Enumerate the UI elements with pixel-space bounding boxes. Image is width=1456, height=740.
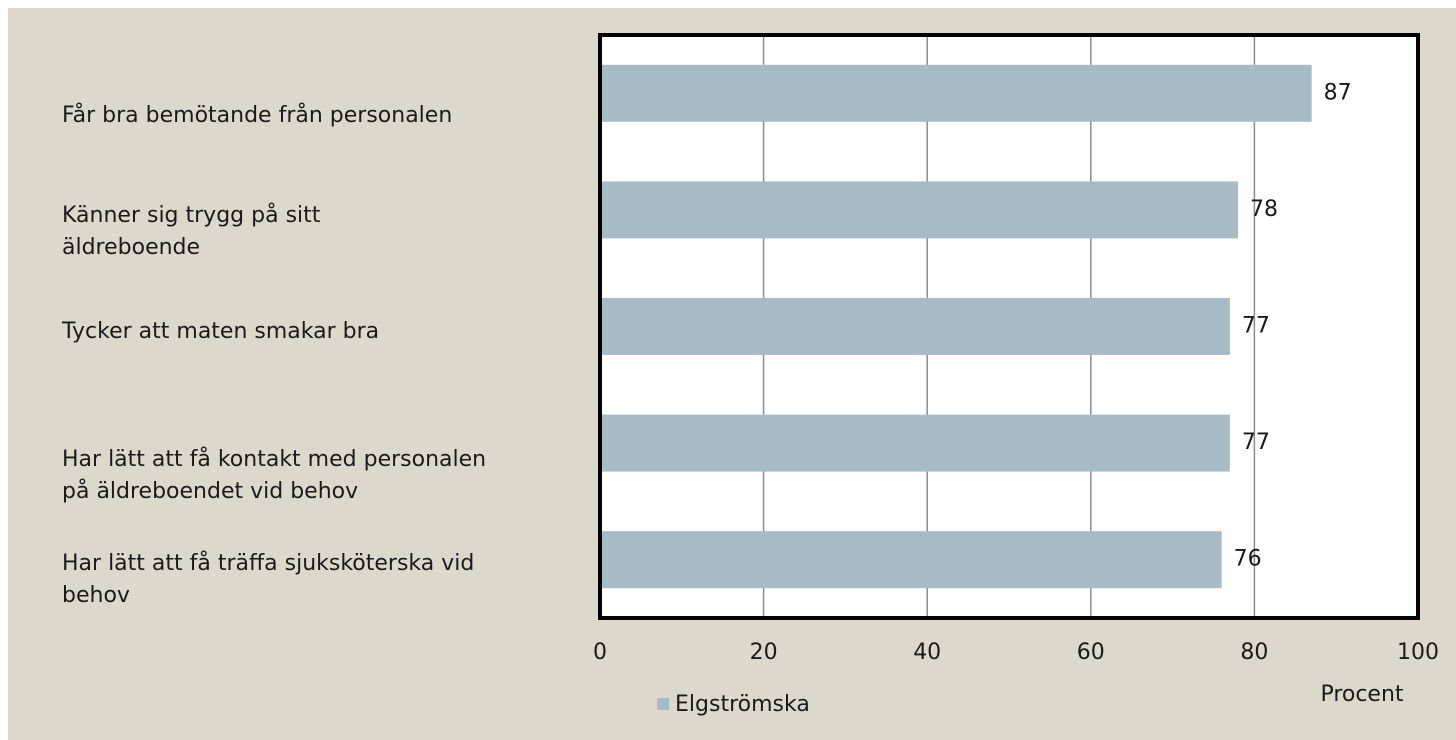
category-label: Får bra bemötande från personalen [62, 103, 453, 128]
x-tick-label: 100 [1397, 640, 1439, 665]
bar [600, 531, 1222, 589]
x-tick-label: 0 [593, 640, 607, 665]
category-label: Har lätt att få kontakt med personalen p… [62, 447, 487, 504]
x-tick-label: 20 [750, 640, 778, 665]
category-label: Känner sig trygg på sitt äldreboende [62, 203, 321, 260]
bar [600, 181, 1239, 239]
x-axis-title: Procent [1320, 682, 1403, 707]
x-tick-label: 80 [1240, 640, 1268, 665]
value-label: 77 [1242, 430, 1270, 455]
value-label: 77 [1242, 314, 1270, 339]
x-tick-label: 60 [1077, 640, 1105, 665]
value-label: 76 [1234, 547, 1262, 572]
legend-swatch [657, 698, 669, 710]
bar [600, 414, 1230, 472]
bar [600, 298, 1230, 355]
x-tick-label: 40 [913, 640, 941, 665]
bar [600, 64, 1312, 122]
category-label: Har lätt att få träffa sjuksköterska vid… [62, 551, 475, 608]
category-label: Tycker att maten smakar bra [62, 319, 380, 344]
value-label: 78 [1250, 197, 1278, 222]
plot-border [598, 33, 1420, 620]
value-label: 87 [1324, 80, 1352, 105]
legend-label: Elgströmska [675, 692, 810, 717]
